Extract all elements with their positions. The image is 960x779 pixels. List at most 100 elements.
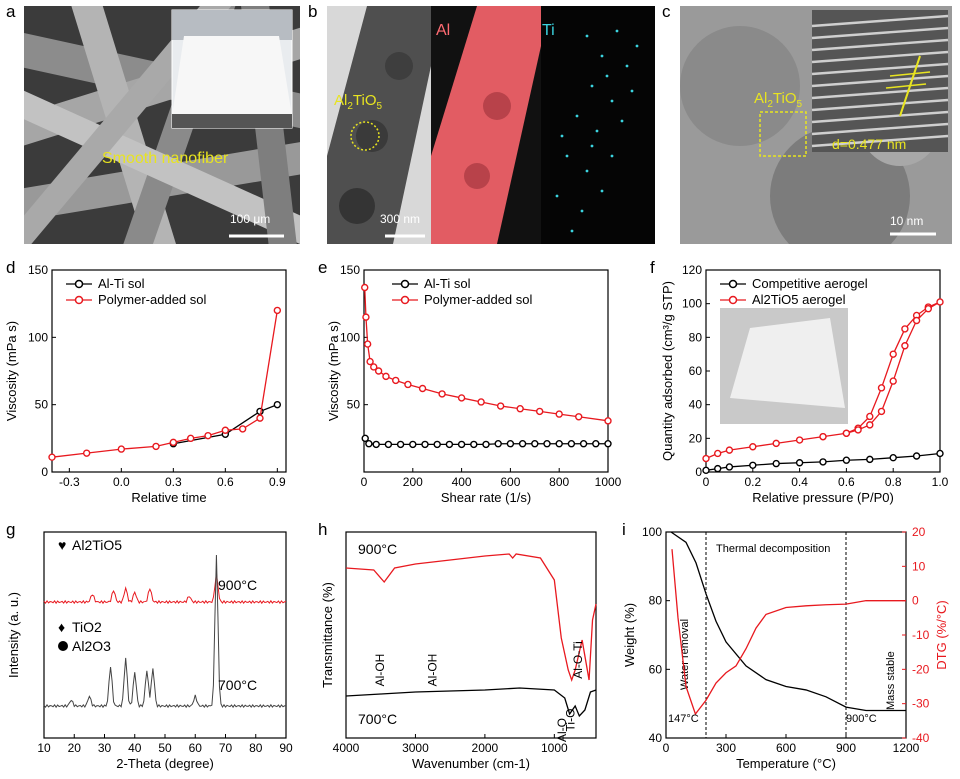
chart-f-legend-marker xyxy=(728,279,738,289)
chart-f-xtick-label: 0 xyxy=(703,475,710,489)
chart-e-data-point xyxy=(361,283,369,292)
chart-g-legend-heart-symbol: ♥ xyxy=(58,537,66,553)
chart-f-data-point xyxy=(702,454,710,463)
chart-g-xtick-label: 30 xyxy=(98,741,112,755)
chart-e-data-point xyxy=(433,440,441,449)
chart-d-data-point xyxy=(238,425,247,433)
chart-i-xtick-label: 600 xyxy=(776,741,796,755)
chart-d-ytick-label: 150 xyxy=(28,263,48,277)
panel-b-label: b xyxy=(308,2,318,21)
chart-d-legend-marker xyxy=(74,295,84,305)
chart-e-data-point xyxy=(592,440,600,448)
chart-g-xtick-label: 60 xyxy=(189,741,203,755)
chart-h-xtick-label: 2000 xyxy=(472,741,499,755)
chart-h-xtick-label: 4000 xyxy=(333,741,360,755)
chart-i-ytick-label: 60 xyxy=(649,662,663,676)
chart-d-plot-frame xyxy=(51,269,287,473)
panel-d-label: d xyxy=(6,258,16,277)
chart-i-xtick-label: 900 xyxy=(836,741,856,755)
chart-e-xtick-label: 1000 xyxy=(595,475,622,489)
chart-f-inset-aerogel xyxy=(730,318,845,408)
chart-d-data-point xyxy=(169,438,178,447)
chart-e-data-point xyxy=(438,390,446,398)
chart-g-xtick-label: 80 xyxy=(249,741,263,755)
panel-c-scalebar-label: 10 nm xyxy=(890,214,924,228)
chart-i-annotation-900: 900°C xyxy=(846,713,877,725)
chart-g-xtick-label: 20 xyxy=(68,741,82,755)
chart-f-data-point xyxy=(889,350,897,358)
chart-e-legend-marker xyxy=(400,295,410,305)
chart-f-adsorption-isotherm: 0 0.2 0.4 0.6 0.8 1.0 0 20 40 60 80 100 120 Relative … xyxy=(660,263,949,505)
chart-f-data-point xyxy=(889,453,897,462)
chart-f-data-point xyxy=(819,458,827,466)
chart-e-data-point xyxy=(409,440,417,449)
chart-e-data-point xyxy=(543,440,551,448)
chart-e-data-point xyxy=(457,440,466,449)
chart-i-region-label: Thermal decomposition xyxy=(716,543,830,555)
chart-e-data-point xyxy=(365,440,373,448)
panel-i-label: i xyxy=(622,520,626,539)
chart-e-data-point xyxy=(604,440,612,448)
panel-c-label: c xyxy=(662,2,671,21)
chart-i-ytick-label: 100 xyxy=(642,525,662,539)
chart-h-series-label-700C: 700°C xyxy=(358,711,397,727)
chart-e-data-point xyxy=(494,440,502,448)
sem-image-fibers xyxy=(24,6,300,244)
chart-g-legend-circle-symbol xyxy=(58,641,68,651)
chart-d-data-point xyxy=(117,445,126,453)
chart-e-data-point xyxy=(518,440,527,448)
chart-f-xtick-label: 0.2 xyxy=(744,475,761,489)
chart-e-data-point xyxy=(535,407,544,416)
chart-d-legend-label: Polymer-added sol xyxy=(98,292,206,307)
panel-b-tem-eds-image xyxy=(327,6,655,244)
chart-f-data-point xyxy=(912,316,921,325)
chart-e-data-point xyxy=(477,398,485,406)
chart-f-data-point xyxy=(772,459,780,468)
panel-g-label: g xyxy=(6,520,16,539)
chart-i-ytick-right-label: 0 xyxy=(912,594,919,608)
chart-h-trace-900C xyxy=(345,553,597,682)
chart-d-data-point xyxy=(186,434,195,443)
chart-f-data-point xyxy=(749,461,757,469)
chart-d-legend-marker xyxy=(74,279,84,289)
chart-e-data-point xyxy=(384,440,393,449)
chart-e-xtick-label: 600 xyxy=(500,475,520,489)
chart-i-ytick-right-label: -10 xyxy=(912,628,930,642)
chart-e-legend-label: Al-Ti sol xyxy=(424,276,471,291)
chart-i-xtick-label: 300 xyxy=(716,741,736,755)
chart-g-legend-diamond-symbol: ♦ xyxy=(58,619,65,635)
chart-e-yaxis-label: Viscosity (mPa s) xyxy=(326,321,341,421)
chart-i-xtick-label: 0 xyxy=(663,741,670,755)
chart-e-data-point xyxy=(363,340,372,348)
chart-e-data-point xyxy=(482,440,490,449)
chart-f-data-point xyxy=(702,466,710,475)
chart-d-xaxis-label: Relative time xyxy=(131,490,206,505)
chart-g-xtick-label: 10 xyxy=(37,741,51,755)
tem-eds-maps xyxy=(327,6,655,244)
chart-f-data-point xyxy=(713,449,722,458)
chart-e-data-point xyxy=(575,413,583,421)
chart-d-data-point xyxy=(256,407,264,416)
chart-i-region-label: Water removal xyxy=(679,619,691,690)
chart-i-yaxis-label: Weight (%) xyxy=(622,603,637,667)
chart-f-data-point xyxy=(901,325,909,333)
chart-g-legend-tio2: TiO2 xyxy=(72,619,102,635)
chart-g-trace-700C xyxy=(43,554,287,709)
chart-e-data-point xyxy=(392,376,400,385)
chart-i-ytick-right-label: 10 xyxy=(912,559,926,573)
chart-i-ytick-label: 40 xyxy=(649,731,663,745)
chart-f-data-point xyxy=(725,446,734,454)
chart-h-plot-frame xyxy=(345,531,597,739)
chart-e-data-point xyxy=(421,440,429,449)
chart-i-series-line-dtg xyxy=(671,549,906,716)
chart-e-data-point xyxy=(418,384,427,393)
panel-b-al-map-label: Al xyxy=(436,22,451,39)
chart-e-legend-label: Polymer-added sol xyxy=(424,292,532,307)
panel-a-sem-image xyxy=(24,6,300,244)
chart-g-xtick-label: 40 xyxy=(128,741,142,755)
chart-f-ytick-label: 20 xyxy=(689,431,703,445)
chart-d-yaxis-label: Viscosity (mPa s) xyxy=(4,321,19,421)
chart-e-data-point xyxy=(516,405,524,413)
chart-e-data-point xyxy=(470,440,478,449)
chart-f-data-point xyxy=(889,377,897,385)
